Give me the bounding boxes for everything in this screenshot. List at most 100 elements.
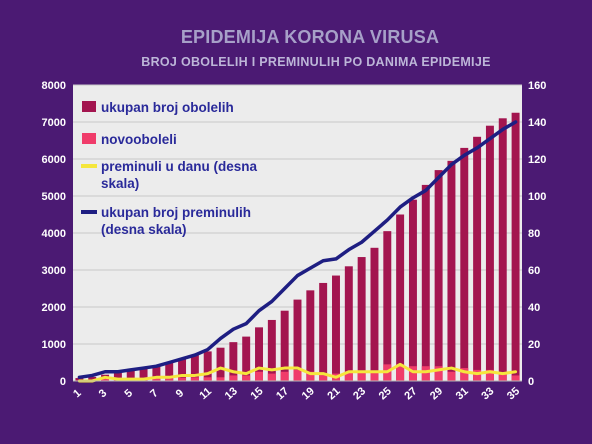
bar-total-cases (332, 275, 340, 381)
x-tick-label: 23 (351, 385, 368, 402)
bar-new-cases (421, 366, 430, 381)
y2-tick-label: 120 (528, 154, 546, 166)
bar-new-cases (229, 375, 238, 381)
y-tick-label: 4000 (42, 228, 66, 240)
bar-total-cases (190, 355, 199, 381)
bars-group (75, 112, 520, 382)
legend-label-total-cases: ukupan broj obolelih (101, 100, 234, 115)
bar-new-cases (473, 369, 482, 381)
bar-total-cases (139, 367, 148, 381)
legend-label-daily-deaths: preminuli u danu (desna skala) (101, 159, 261, 191)
bar-new-cases (203, 377, 212, 381)
bar-new-cases (216, 377, 225, 381)
x-tick-label: 31 (454, 385, 471, 402)
bar-total-cases (396, 214, 405, 381)
bar-total-cases (293, 299, 302, 381)
bar-total-cases (306, 290, 315, 381)
x-tick-label: 35 (505, 385, 522, 402)
bar-new-cases (396, 364, 405, 381)
x-tick-label: 7 (148, 387, 161, 400)
x-tick-label: 27 (402, 385, 419, 402)
bar-new-cases (165, 378, 174, 381)
bar-total-cases (267, 319, 276, 381)
lines-group (77, 120, 518, 383)
bar-new-cases (306, 371, 315, 381)
y-tick-label: 8000 (42, 80, 66, 92)
y-tick-label: 7000 (42, 117, 66, 129)
bar-total-cases (434, 170, 443, 381)
chart-title: EPIDEMIJA KORONA VIRUSA (180, 27, 440, 47)
x-tick-label: 17 (274, 385, 291, 402)
bar-new-cases (101, 378, 110, 381)
x-tick-label: 29 (428, 385, 445, 402)
bar-total-cases (242, 336, 251, 381)
x-tick-label: 3 (97, 387, 110, 400)
line-total-deaths (77, 120, 518, 380)
bar-new-cases (434, 366, 443, 381)
bar-new-cases (152, 378, 161, 381)
bar-new-cases (485, 369, 494, 381)
bar-new-cases (447, 371, 456, 381)
bar-total-cases (421, 184, 430, 381)
x-tick-label: 19 (300, 385, 317, 402)
bar-total-cases (178, 358, 187, 381)
y-tick-label: 5000 (42, 191, 66, 203)
legend-swatch-total-deaths (81, 210, 97, 214)
bar-new-cases (498, 373, 507, 381)
legend: ukupan broj obolelih novooboleli preminu… (81, 100, 261, 237)
bar-new-cases (267, 373, 276, 381)
bar-new-cases (319, 373, 328, 381)
bar-total-cases (280, 310, 289, 381)
bar-total-cases (88, 376, 97, 381)
bar-new-cases (190, 377, 199, 381)
bar-new-cases (280, 371, 289, 381)
x-tick-label: 33 (479, 385, 496, 402)
bar-new-cases (511, 375, 520, 381)
line-daily-deaths (77, 362, 518, 383)
bar-new-cases (178, 377, 187, 381)
bar-total-cases (370, 247, 379, 381)
chart-subtitle: BROJ OBOLELIH I PREMINULIH PO DANIMA EPI… (141, 55, 491, 69)
bar-total-cases (216, 347, 225, 381)
bar-new-cases (460, 368, 469, 381)
x-tick-label: 5 (122, 387, 135, 400)
y2-tick-label: 20 (528, 339, 540, 351)
y-tick-label: 0 (60, 376, 66, 388)
y-tick-label: 1000 (42, 339, 66, 351)
bar-total-cases (357, 257, 366, 381)
y-tick-label: 3000 (42, 265, 66, 277)
y2-tick-label: 140 (528, 117, 546, 129)
bar-total-cases (152, 365, 161, 381)
x-tick-label: 11 (197, 385, 214, 402)
y-tick-label: 2000 (42, 302, 66, 314)
x-tick-label: 9 (174, 387, 187, 400)
bar-total-cases (473, 136, 482, 381)
axes-group: 0 1000 2000 3000 4000 5000 6000 7000 8000 0 20 40 60… (42, 80, 547, 402)
bar-total-cases (511, 112, 520, 381)
x-tick-label: 15 (248, 385, 265, 402)
y-tick-label: 6000 (42, 154, 66, 166)
legend-swatch-new-cases (82, 133, 96, 144)
x-tick-label: 25 (377, 385, 394, 402)
legend-swatch-total-cases (82, 101, 96, 112)
y2-tick-label: 40 (528, 302, 540, 314)
x-tick-label: 21 (325, 385, 342, 402)
bar-new-cases (255, 371, 263, 381)
legend-label-total-deaths: ukupan broj preminulih (desna skala) (101, 205, 255, 237)
legend-label-new-cases: novooboleli (101, 132, 177, 147)
bar-total-cases (229, 342, 238, 381)
bar-total-cases (165, 362, 174, 381)
bar-total-cases (344, 266, 353, 381)
bar-total-cases (408, 199, 417, 381)
bar-new-cases (408, 366, 417, 381)
bar-new-cases (293, 369, 302, 381)
bar-total-cases (498, 118, 507, 382)
y2-tick-label: 100 (528, 191, 546, 203)
bar-total-cases (460, 147, 469, 381)
y2-tick-label: 160 (528, 80, 546, 92)
bar-total-cases (255, 327, 263, 381)
x-tick-label: 1 (71, 387, 84, 400)
gridlines (73, 84, 522, 345)
bar-total-cases (319, 282, 328, 381)
